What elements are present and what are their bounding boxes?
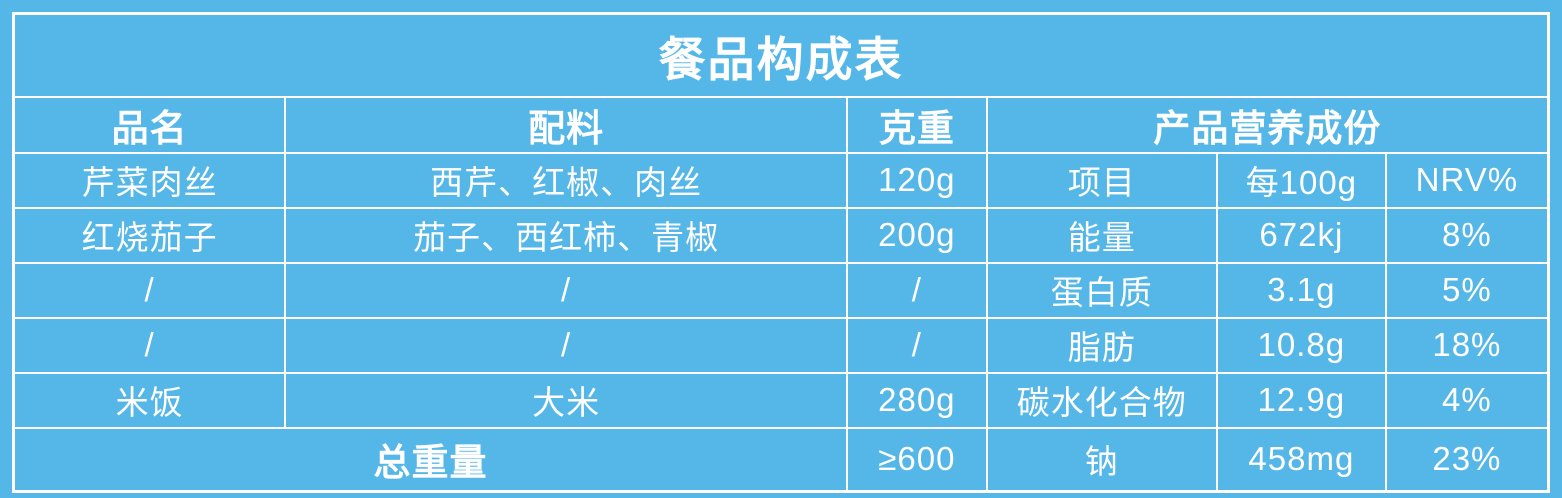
meal-weight: / [846,316,988,374]
table-row-total: 总重量 ≥600 钠 458mg 23% [12,426,1550,493]
nutrition-subheader-nrv: NRV% [1384,151,1550,209]
meal-name: / [12,316,287,374]
nutrition-subheader-item: 项目 [985,151,1218,209]
table-row: 米饭 大米 280g 碳水化合物 12.9g 4% [12,371,1550,429]
meal-ingredients: / [284,261,848,319]
total-weight-label: 总重量 [12,426,848,493]
table-row: / / / 蛋白质 3.1g 5% [12,261,1550,319]
meal-name: 红烧茄子 [12,206,287,264]
table-row: / / / 脂肪 10.8g 18% [12,316,1550,374]
meal-name: / [12,261,287,319]
nutrition-item: 能量 [985,206,1218,264]
meal-ingredients: / [284,316,848,374]
col-header-weight: 克重 [846,95,988,154]
meal-ingredients: 茄子、西红柿、青椒 [284,206,848,264]
nutrition-per100g: 10.8g [1215,316,1387,374]
table-row: 芹菜肉丝 西芹、红椒、肉丝 120g 项目 每100g NRV% [12,151,1550,209]
col-header-ingredients: 配料 [284,95,848,154]
nutrition-nrv: 5% [1384,261,1550,319]
nutrition-item: 脂肪 [985,316,1218,374]
nutrition-nrv: 4% [1384,371,1550,429]
col-header-nutrition: 产品营养成份 [985,95,1550,154]
meal-composition-table: 餐品构成表 品名 配料 克重 产品营养成份 芹菜肉丝 西芹、红椒、肉丝 120g… [12,12,1550,493]
nutrition-per100g: 458mg [1215,426,1387,493]
total-weight-value: ≥600 [846,426,988,493]
meal-weight: 200g [846,206,988,264]
col-header-name: 品名 [12,95,287,154]
nutrition-per100g: 672kj [1215,206,1387,264]
meal-name: 芹菜肉丝 [12,151,287,209]
meal-weight: 120g [846,151,988,209]
nutrition-item: 蛋白质 [985,261,1218,319]
meal-weight: / [846,261,988,319]
nutrition-nrv: 8% [1384,206,1550,264]
nutrition-item: 钠 [985,426,1218,493]
nutrition-subheader-per100g: 每100g [1215,151,1387,209]
page-title: 餐品构成表 [12,12,1550,98]
nutrition-per100g: 3.1g [1215,261,1387,319]
nutrition-nrv: 18% [1384,316,1550,374]
meal-ingredients: 大米 [284,371,848,429]
meal-weight: 280g [846,371,988,429]
meal-ingredients: 西芹、红椒、肉丝 [284,151,848,209]
nutrition-item: 碳水化合物 [985,371,1218,429]
table-row: 红烧茄子 茄子、西红柿、青椒 200g 能量 672kj 8% [12,206,1550,264]
meal-name: 米饭 [12,371,287,429]
nutrition-per100g: 12.9g [1215,371,1387,429]
nutrition-nrv: 23% [1384,426,1550,493]
